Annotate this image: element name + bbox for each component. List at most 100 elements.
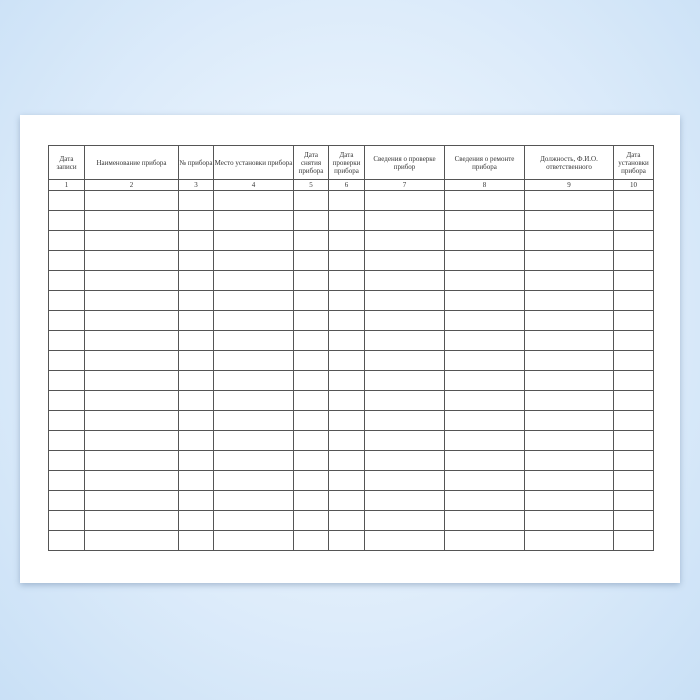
table-cell [613,390,654,411]
table-cell [84,490,179,511]
table-cell [364,210,445,231]
table-cell [178,290,214,311]
table-cell [293,230,329,251]
table-cell [48,250,85,271]
table-cell [84,310,179,331]
column-header: Наименование прибора [84,145,179,180]
column-number: 10 [613,179,654,191]
column-number: 8 [444,179,525,191]
table-cell [48,410,85,431]
column-number: 7 [364,179,445,191]
table-cell [213,310,294,331]
table-cell [48,290,85,311]
table-cell [48,350,85,371]
table-row [48,450,654,471]
table-cell [524,390,614,411]
table-cell [328,310,365,331]
table-cell [178,330,214,351]
table-cell [293,530,329,551]
table-cell [364,270,445,291]
table-cell [524,270,614,291]
table-cell [524,210,614,231]
table-row [48,350,654,371]
table-row [48,310,654,331]
table-cell [613,510,654,531]
table-cell [444,290,525,311]
table-row [48,510,654,531]
table-row [48,230,654,251]
column-number: 9 [524,179,614,191]
table-cell [364,330,445,351]
table-cell [328,370,365,391]
table-cell [328,530,365,551]
table-cell [328,470,365,491]
table-cell [213,210,294,231]
column-header: Должность, Ф.И.О. ответственного [524,145,614,180]
table-cell [213,450,294,471]
table-cell [84,450,179,471]
table-row [48,290,654,311]
column-number: 2 [84,179,179,191]
table-row [48,190,654,211]
table-cell [48,430,85,451]
table-row [48,490,654,511]
table-cell [328,390,365,411]
table-cell [48,330,85,351]
table-cell [178,230,214,251]
table-cell [613,310,654,331]
table-cell [524,230,614,251]
table-cell [213,410,294,431]
table-cell [524,290,614,311]
table-cell [328,490,365,511]
table-cell [444,470,525,491]
table-cell [48,470,85,491]
table-cell [364,430,445,451]
table-cell [524,370,614,391]
table-cell [364,250,445,271]
column-header: Дата установки прибора [613,145,654,180]
table-cell [444,490,525,511]
table-cell [213,470,294,491]
table-cell [364,490,445,511]
table-cell [84,210,179,231]
table-cell [444,230,525,251]
table-cell [48,190,85,211]
table-cell [613,330,654,351]
table-cell [328,510,365,531]
table-cell [613,230,654,251]
table-cell [213,390,294,411]
table-cell [293,250,329,271]
table-cell [524,470,614,491]
table-cell [444,390,525,411]
column-number: 6 [328,179,365,191]
column-number: 5 [293,179,329,191]
table-cell [84,250,179,271]
table-cell [48,310,85,331]
table-cell [293,390,329,411]
table-cell [178,370,214,391]
table-cell [444,350,525,371]
table-cell [364,350,445,371]
table-cell [178,390,214,411]
table-cell [178,270,214,291]
table-cell [444,250,525,271]
table-cell [613,270,654,291]
table-cell [524,330,614,351]
table-cell [328,450,365,471]
register-table: Дата записи Наименование прибора № прибора… [48,145,654,551]
table-cell [178,190,214,211]
table-cell [328,270,365,291]
table-row [48,410,654,431]
table-cell [84,430,179,451]
table-cell [84,190,179,211]
table-cell [364,390,445,411]
table-cell [178,350,214,371]
table-cell [48,450,85,471]
column-number: 1 [48,179,85,191]
column-header: Сведения о ремонте прибора [444,145,525,180]
table-cell [84,510,179,531]
table-cell [328,190,365,211]
table-cell [444,530,525,551]
table-cell [328,330,365,351]
table-cell [328,210,365,231]
